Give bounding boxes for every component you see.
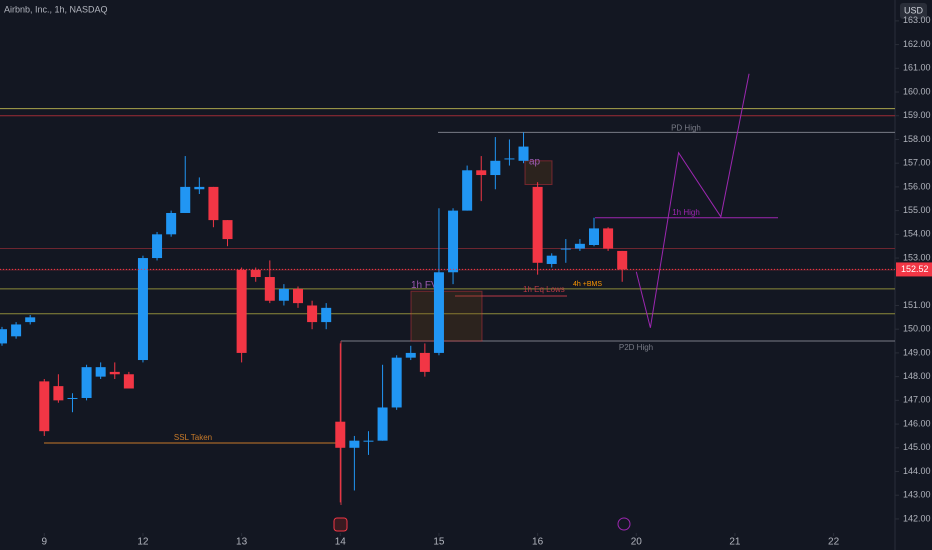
- level-label: 1h Eq Lows: [523, 285, 565, 294]
- x-tick-label: 15: [433, 537, 445, 548]
- candle-body: [39, 381, 50, 432]
- y-tick-label: 156.00: [903, 181, 931, 191]
- y-tick-label: 158.00: [903, 134, 931, 144]
- level-label: SSL Taken: [174, 433, 212, 442]
- candle-body: [532, 186, 543, 263]
- zone-label: ap: [529, 156, 541, 167]
- candle-body: [180, 186, 191, 213]
- candle-body: [152, 234, 163, 259]
- candle-body: [419, 352, 430, 372]
- y-tick-label: 155.00: [903, 205, 931, 215]
- y-tick-label: 142.00: [903, 513, 931, 523]
- y-tick-label: 144.00: [903, 466, 931, 476]
- candle-body: [0, 329, 7, 344]
- level-label: 1h High: [672, 208, 700, 217]
- x-tick-label: 9: [42, 537, 48, 548]
- chart-title: Airbnb, Inc., 1h, NASDAQ: [4, 4, 108, 14]
- candle-body: [264, 277, 275, 301]
- projection: [635, 73, 750, 328]
- y-tick-label: 146.00: [903, 418, 931, 428]
- y-tick-label: 159.00: [903, 110, 931, 120]
- candle-body: [278, 288, 289, 301]
- zone-label: 1h FV: [411, 280, 438, 291]
- bms-label: 4h +BMS: [573, 281, 602, 288]
- currency: USD: [904, 5, 924, 15]
- currency-box[interactable]: [900, 3, 927, 19]
- y-tick-label: 153.00: [903, 252, 931, 262]
- candle-body: [123, 374, 134, 389]
- y-tick-label: 151.00: [903, 300, 931, 310]
- y-tick-label: 143.00: [903, 490, 931, 500]
- last-price-box: [896, 262, 932, 277]
- x-tick-label: 16: [532, 537, 544, 548]
- candle-body: [95, 367, 106, 377]
- candle-body: [546, 255, 557, 264]
- candle-body: [208, 186, 219, 221]
- zone: [410, 290, 483, 342]
- dividend-badge[interactable]: [617, 517, 631, 531]
- candle-body: [222, 220, 233, 240]
- candle-body: [137, 258, 148, 361]
- last-price: 152.52: [901, 264, 929, 274]
- candle-body: [109, 371, 120, 375]
- candle-body: [53, 386, 64, 401]
- y-tick-label: 145.00: [903, 442, 931, 452]
- candle-body: [448, 210, 459, 273]
- candle-body: [433, 272, 444, 353]
- candle-body: [236, 269, 247, 353]
- y-tick-label: 149.00: [903, 347, 931, 357]
- candle-body: [67, 397, 78, 399]
- y-tick-label: 161.00: [903, 63, 931, 73]
- y-tick-label: 148.00: [903, 371, 931, 381]
- candle-body: [11, 324, 22, 337]
- candle-body: [504, 158, 515, 160]
- x-tick-label: 12: [137, 537, 149, 548]
- y-tick-label: 154.00: [903, 229, 931, 239]
- x-tick-label: 22: [828, 537, 840, 548]
- candle-body: [81, 367, 92, 398]
- earnings-badge[interactable]: [333, 517, 348, 532]
- candle-body: [377, 407, 388, 441]
- zone: [524, 160, 553, 186]
- y-tick-label: 150.00: [903, 324, 931, 334]
- candle-body: [363, 440, 374, 442]
- x-tick-label: 13: [236, 537, 248, 548]
- candle-body: [250, 269, 261, 278]
- candle-body: [335, 421, 346, 448]
- y-tick-label: 160.00: [903, 86, 931, 96]
- candle-body: [589, 228, 599, 246]
- candle-body: [462, 170, 473, 211]
- candle-body: [476, 170, 487, 176]
- x-tick-label: 14: [335, 537, 347, 548]
- level-label: P2D High: [619, 343, 653, 352]
- candle-body: [349, 440, 360, 448]
- candle-body: [307, 305, 318, 323]
- candle-body: [603, 228, 614, 249]
- candle-body: [617, 250, 628, 270]
- y-tick-label: 162.00: [903, 39, 931, 49]
- candle-body: [405, 352, 416, 358]
- candle-body: [391, 357, 402, 408]
- candle-body: [560, 248, 571, 250]
- candle-body: [321, 307, 332, 323]
- candle-body: [25, 317, 36, 323]
- candle-body: [490, 160, 501, 176]
- candle-body: [166, 212, 177, 235]
- x-tick-label: 20: [631, 537, 643, 548]
- candle-body: [518, 146, 529, 161]
- y-tick-label: 157.00: [903, 158, 931, 168]
- candle-body: [293, 288, 303, 304]
- x-tick-label: 21: [729, 537, 741, 548]
- level-label: PD High: [671, 123, 701, 132]
- candle-body: [574, 243, 585, 249]
- y-tick-label: 163.00: [903, 15, 931, 25]
- y-tick-label: 147.00: [903, 395, 931, 405]
- candle-body: [194, 186, 205, 190]
